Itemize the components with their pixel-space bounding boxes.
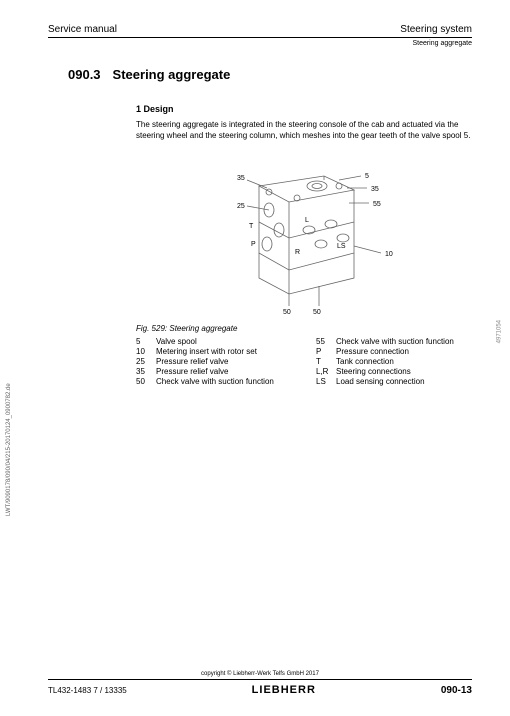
callout-L: L — [305, 217, 309, 224]
callout-35a: 35 — [237, 175, 245, 182]
legend-key: P — [316, 347, 336, 356]
figure-side-code: 4971054 — [496, 320, 502, 343]
legend-row: 25Pressure relief valve — [136, 357, 292, 366]
legend-key: LS — [316, 377, 336, 386]
design-paragraph: The steering aggregate is integrated in … — [136, 120, 472, 142]
callout-5: 5 — [365, 173, 369, 180]
legend-key: 25 — [136, 357, 156, 366]
design-heading: 1 Design — [136, 104, 472, 114]
section-number: 090.3 — [68, 67, 101, 82]
callout-55: 55 — [373, 201, 381, 208]
legend-label: Tank connection — [336, 357, 472, 366]
legend-label: Pressure connection — [336, 347, 472, 356]
legend-row: 10Metering insert with rotor set — [136, 347, 292, 356]
footer-page-number: 090-13 — [441, 685, 472, 696]
legend-row: TTank connection — [316, 357, 472, 366]
legend-key: 5 — [136, 337, 156, 346]
section-title: Steering aggregate — [113, 67, 231, 82]
legend-row: LSLoad sensing connection — [316, 377, 472, 386]
legend-row: 5Valve spool — [136, 337, 292, 346]
header-left: Service manual — [48, 24, 117, 35]
callout-R: R — [295, 249, 300, 256]
footer-doc-id: TL432-1483 7 / 13335 — [48, 686, 127, 695]
copyright-text: copyright © Liebherr-Werk Telfs GmbH 201… — [48, 671, 472, 680]
figure-diagram: 35 5 35 55 25 T P LS R L 10 50 50 497105… — [136, 152, 472, 320]
legend-key: 10 — [136, 347, 156, 356]
legend-row: 50Check valve with suction function — [136, 377, 292, 386]
legend-label: Steering connections — [336, 367, 472, 376]
legend-label: Valve spool — [156, 337, 292, 346]
vertical-doc-code: LWT/9090178/090/04/215-20170124_0900782.… — [6, 383, 12, 516]
figure-caption: Fig. 529: Steering aggregate — [136, 324, 472, 333]
legend-col-left: 5Valve spool10Metering insert with rotor… — [136, 337, 292, 387]
legend-row: L,RSteering connections — [316, 367, 472, 376]
callout-LS: LS — [337, 243, 346, 250]
callout-P: P — [251, 241, 256, 248]
section-heading: 090.3 Steering aggregate — [48, 67, 472, 82]
legend-row: PPressure connection — [316, 347, 472, 356]
callout-10: 10 — [385, 251, 393, 258]
callout-T: T — [249, 223, 254, 230]
callout-50a: 50 — [283, 309, 291, 316]
legend-label: Metering insert with rotor set — [156, 347, 292, 356]
footer-brand: LIEBHERR — [252, 684, 316, 696]
legend-key: 55 — [316, 337, 336, 346]
legend-row: 35Pressure relief valve — [136, 367, 292, 376]
header-sub: Steering aggregate — [48, 39, 472, 47]
page-footer: copyright © Liebherr-Werk Telfs GmbH 201… — [48, 671, 472, 696]
callout-35b: 35 — [371, 186, 379, 193]
legend-col-right: 55Check valve with suction functionPPres… — [316, 337, 472, 387]
legend-label: Load sensing connection — [336, 377, 472, 386]
legend-key: T — [316, 357, 336, 366]
callout-50b: 50 — [313, 309, 321, 316]
legend-key: 35 — [136, 367, 156, 376]
legend: 5Valve spool10Metering insert with rotor… — [136, 337, 472, 387]
legend-row: 55Check valve with suction function — [316, 337, 472, 346]
legend-key: 50 — [136, 377, 156, 386]
legend-label: Check valve with suction function — [156, 377, 292, 386]
legend-key: L,R — [316, 367, 336, 376]
header-right: Steering system — [400, 24, 472, 35]
legend-label: Pressure relief valve — [156, 357, 292, 366]
legend-label: Check valve with suction function — [336, 337, 472, 346]
legend-label: Pressure relief valve — [156, 367, 292, 376]
page-header: Service manual Steering system — [48, 24, 472, 38]
callout-25: 25 — [237, 203, 245, 210]
